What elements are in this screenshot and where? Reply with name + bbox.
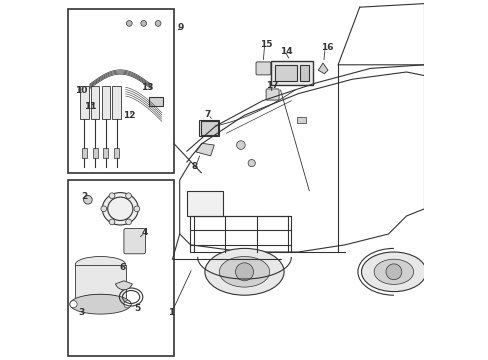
Bar [114, 148, 119, 158]
Ellipse shape [102, 193, 138, 225]
Text: 16: 16 [321, 44, 333, 53]
Bar [92, 148, 98, 158]
Circle shape [126, 21, 132, 26]
Circle shape [235, 263, 253, 281]
Ellipse shape [70, 294, 131, 314]
Bar [91, 86, 99, 119]
Ellipse shape [373, 259, 413, 284]
Text: 13: 13 [141, 83, 153, 92]
Text: 2: 2 [81, 192, 88, 201]
Bar [80, 86, 88, 119]
Text: 11: 11 [83, 102, 96, 111]
Bar [296, 117, 305, 123]
Bar [149, 97, 163, 106]
Ellipse shape [75, 294, 125, 310]
Circle shape [109, 219, 115, 225]
Bar [68, 9, 174, 173]
Text: 1: 1 [168, 308, 174, 317]
Text: 12: 12 [123, 112, 135, 120]
Ellipse shape [204, 248, 284, 295]
Ellipse shape [361, 252, 426, 292]
Text: 14: 14 [279, 47, 292, 56]
Text: 7: 7 [204, 110, 210, 119]
Bar [68, 180, 174, 356]
Bar [103, 148, 108, 158]
Bar [102, 86, 110, 119]
Circle shape [236, 141, 244, 149]
Text: 3: 3 [78, 308, 84, 317]
Polygon shape [318, 63, 327, 74]
Text: 10: 10 [75, 86, 87, 95]
FancyBboxPatch shape [123, 229, 145, 254]
Text: 5: 5 [134, 304, 140, 313]
Text: 8: 8 [191, 162, 198, 171]
Wedge shape [115, 281, 132, 290]
Text: 17: 17 [266, 81, 279, 90]
Polygon shape [196, 143, 214, 156]
Circle shape [101, 206, 106, 212]
Bar [271, 61, 312, 85]
Circle shape [155, 21, 161, 26]
Bar [75, 265, 125, 302]
FancyBboxPatch shape [265, 89, 279, 100]
Circle shape [247, 159, 255, 167]
Circle shape [70, 301, 77, 308]
Ellipse shape [219, 256, 269, 287]
Ellipse shape [75, 256, 125, 273]
Circle shape [123, 301, 131, 308]
Bar [199, 120, 219, 136]
Circle shape [134, 206, 140, 212]
FancyBboxPatch shape [256, 62, 270, 75]
Text: 6: 6 [120, 263, 125, 272]
Circle shape [141, 21, 146, 26]
Bar [299, 65, 309, 81]
Circle shape [385, 264, 401, 280]
Circle shape [83, 195, 92, 204]
Bar [275, 65, 297, 81]
Text: 9: 9 [178, 23, 184, 32]
Text: 4: 4 [141, 229, 147, 238]
Bar [200, 121, 218, 135]
Bar [186, 191, 223, 216]
Text: 15: 15 [260, 40, 272, 49]
Bar [81, 148, 87, 158]
Circle shape [109, 193, 115, 199]
Bar [112, 86, 121, 119]
Circle shape [125, 219, 131, 225]
Bar [190, 216, 291, 252]
Circle shape [125, 193, 131, 199]
